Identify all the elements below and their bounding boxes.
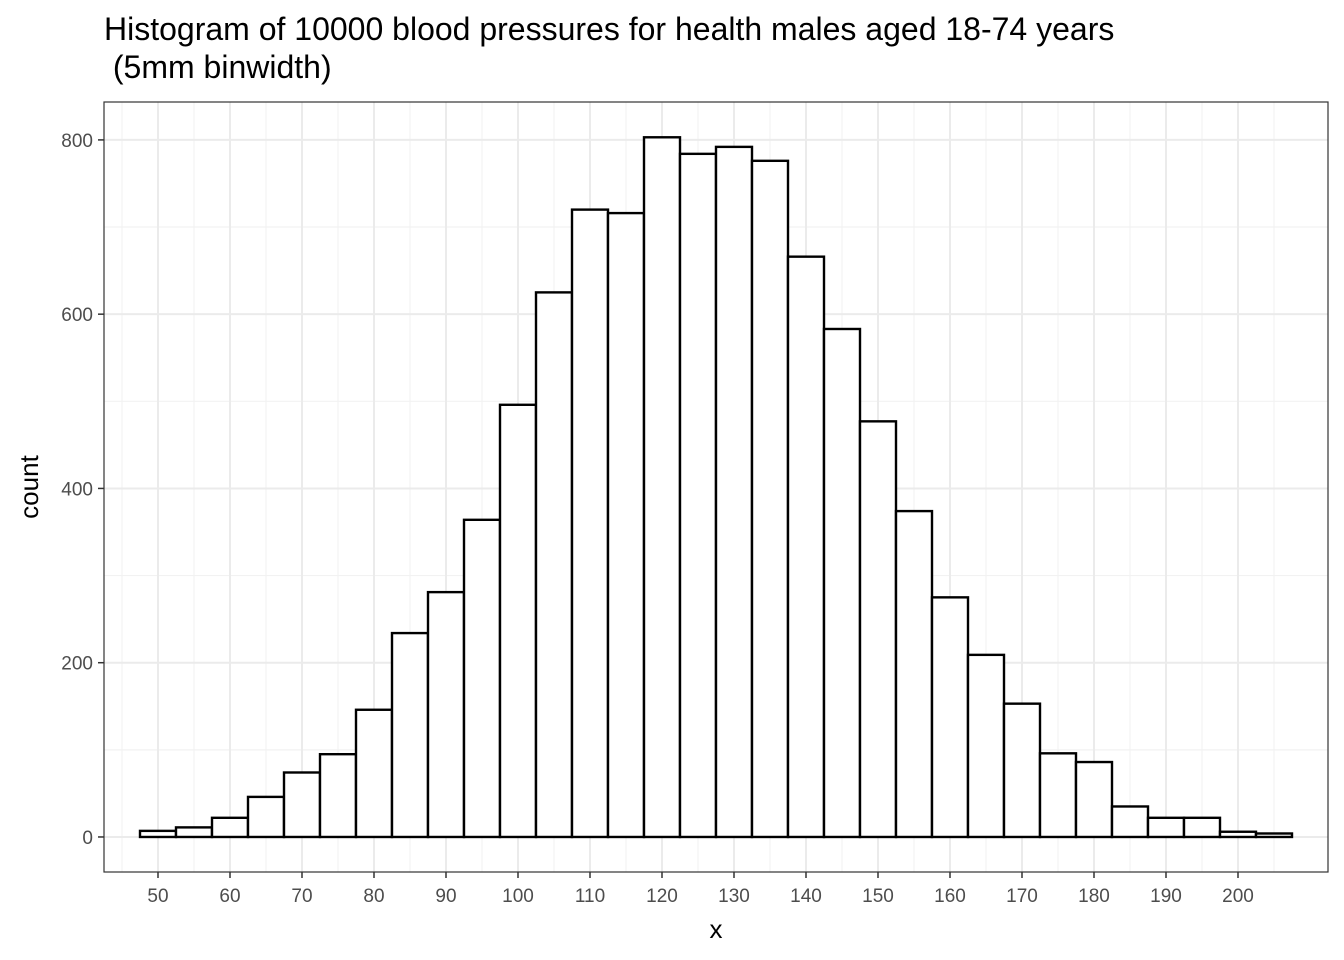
histogram-bar (642, 136, 682, 839)
histogram-bar (1146, 816, 1186, 839)
histogram-bar (570, 208, 610, 839)
histogram-bar (1218, 830, 1258, 839)
histogram-bar (1182, 816, 1222, 839)
y-tick-label: 600 (61, 305, 93, 326)
panel-border (103, 101, 1329, 873)
x-tick-label: 90 (435, 886, 456, 907)
y-axis-label: count (14, 454, 44, 518)
histogram-bar (714, 145, 754, 839)
histogram-bar (174, 826, 214, 839)
histogram-bar (246, 795, 286, 839)
histogram-bar (1038, 752, 1078, 839)
x-axis-label: x (710, 914, 723, 944)
histogram-bar (678, 152, 718, 839)
x-tick-label: 100 (502, 886, 534, 907)
x-tick-label: 200 (1222, 886, 1254, 907)
x-tick-label: 130 (718, 886, 750, 907)
histogram-bar (354, 708, 394, 839)
histogram-bar (210, 816, 250, 839)
histogram-bar (930, 596, 970, 839)
y-tick-label: 200 (61, 654, 93, 675)
histogram-bar (1074, 760, 1114, 839)
histogram-bar (282, 771, 322, 839)
x-tick-label: 120 (646, 886, 678, 907)
y-tick-label: 800 (61, 131, 93, 152)
x-tick-label: 190 (1150, 886, 1182, 907)
histogram-bar (534, 291, 574, 839)
histogram-bars (138, 136, 1294, 839)
histogram-bar (750, 159, 790, 839)
x-tick-label: 60 (219, 886, 240, 907)
y-tick-label: 400 (61, 479, 93, 500)
histogram-bar (138, 829, 178, 839)
chart-title: Histogram of 10000 blood pressures for h… (104, 11, 1115, 85)
x-tick-label: 170 (1006, 886, 1038, 907)
histogram-bar (318, 752, 358, 839)
y-axis: 0 200 400 600 800 (61, 131, 104, 849)
histogram-bar (498, 403, 538, 839)
histogram-bar (1254, 832, 1294, 839)
x-tick-label: 70 (291, 886, 312, 907)
x-tick-label: 160 (934, 886, 966, 907)
y-tick-label: 0 (82, 828, 93, 849)
histogram-bar (1002, 702, 1042, 839)
histogram-bar (1110, 805, 1150, 839)
histogram-bar (390, 631, 430, 839)
histogram-bar (858, 420, 898, 839)
x-tick-label: 110 (575, 886, 605, 907)
x-tick-label: 180 (1078, 886, 1110, 907)
x-tick-label: 140 (790, 886, 822, 907)
histogram-bar (426, 590, 466, 839)
x-axis: 50 60 70 80 90 100 110 120 130 140 150 160 170 180 190… (147, 872, 1254, 907)
x-tick-label: 80 (363, 886, 384, 907)
x-tick-label: 150 (862, 886, 894, 907)
histogram-bar (966, 653, 1006, 839)
histogram-bar (822, 327, 862, 839)
histogram-bar (786, 255, 826, 839)
x-tick-label: 50 (147, 886, 168, 907)
histogram-bar (606, 211, 646, 839)
histogram-bar (462, 518, 502, 839)
histogram-bar (894, 509, 934, 839)
